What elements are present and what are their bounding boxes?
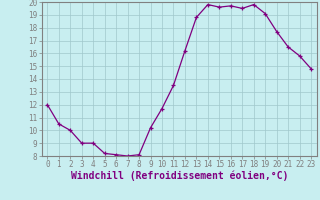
X-axis label: Windchill (Refroidissement éolien,°C): Windchill (Refroidissement éolien,°C) (70, 171, 288, 181)
